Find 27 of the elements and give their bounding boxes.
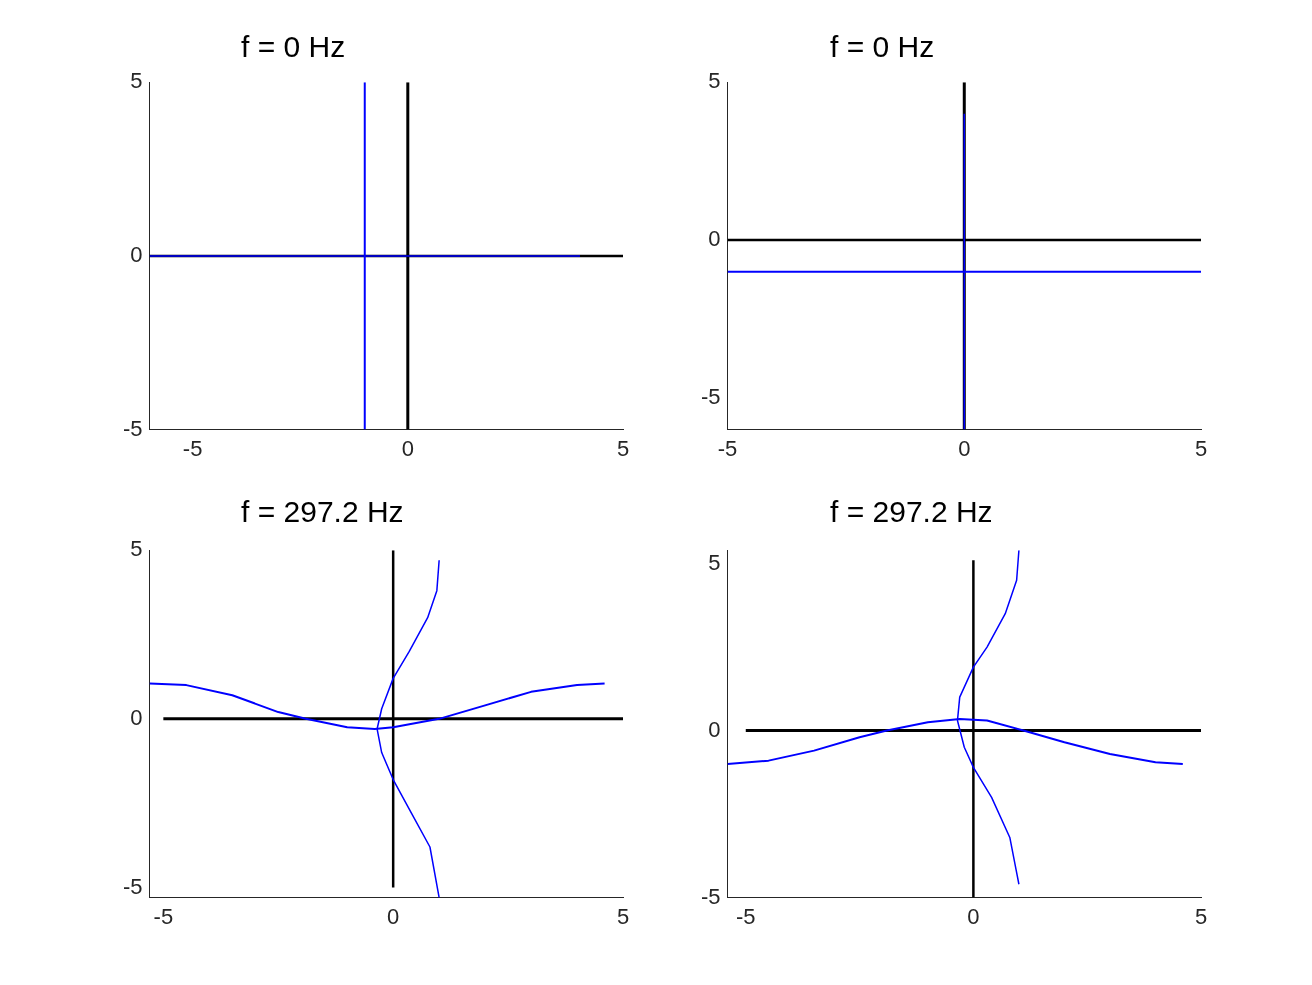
- y-tick-label: 5: [708, 549, 721, 575]
- x-tick-label: 5: [1194, 435, 1208, 461]
- chart-title: f = 0 Hz: [241, 30, 346, 64]
- x-tick-label: 5: [616, 435, 630, 461]
- chart-title: f = 0 Hz: [830, 30, 935, 64]
- y-tick-label: -5: [701, 883, 721, 909]
- x-tick-label: 0: [387, 903, 400, 929]
- x-tick-label: -5: [153, 903, 174, 929]
- y-tick-label: 0: [130, 241, 143, 267]
- x-tick-label: 0: [967, 903, 980, 929]
- y-tick-label: 0: [708, 226, 721, 252]
- x-tick-label: -5: [735, 903, 756, 929]
- chart-title: f = 297.2 Hz: [830, 495, 993, 529]
- y-tick-label: 5: [130, 68, 143, 94]
- y-tick-label: -5: [123, 415, 143, 441]
- y-tick-label: 0: [130, 704, 143, 730]
- y-tick-label: 0: [708, 716, 721, 742]
- y-tick-label: -5: [123, 873, 143, 899]
- x-tick-label: 0: [401, 435, 414, 461]
- y-tick-label: -5: [701, 384, 721, 410]
- x-tick-label: -5: [182, 435, 203, 461]
- x-tick-label: 5: [616, 903, 630, 929]
- y-tick-label: 5: [708, 68, 721, 94]
- chart-title: f = 297.2 Hz: [241, 495, 404, 529]
- x-tick-label: 5: [1194, 903, 1208, 929]
- x-tick-label: 0: [958, 435, 971, 461]
- y-tick-label: 5: [130, 536, 143, 562]
